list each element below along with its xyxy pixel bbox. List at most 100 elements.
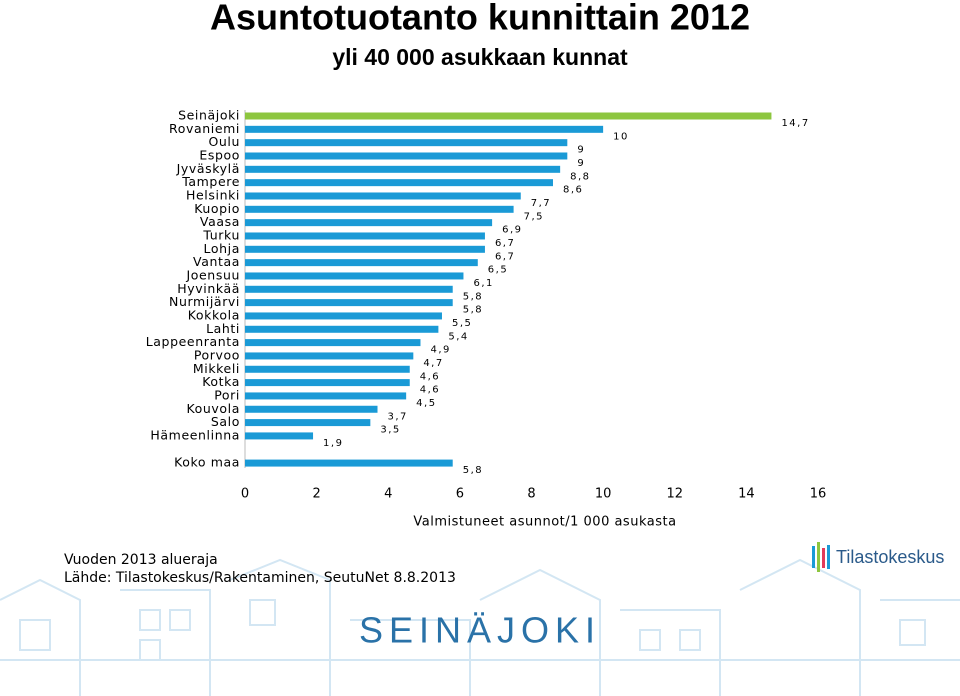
logo-mark xyxy=(827,545,830,569)
chart-title: Asuntotuotanto kunnittain 2012 xyxy=(210,0,750,38)
value-label: 3,5 xyxy=(380,425,400,436)
x-tick-label: 8 xyxy=(527,487,535,502)
category-label: Lappeenranta xyxy=(146,334,240,349)
chart-subtitle: yli 40 000 asukkaan kunnat xyxy=(332,44,628,70)
bar xyxy=(245,205,514,213)
value-label: 6,1 xyxy=(473,278,493,289)
x-tick-label: 6 xyxy=(456,487,464,502)
bar xyxy=(245,232,485,240)
category-label: Vaasa xyxy=(200,214,240,229)
value-label: 14,7 xyxy=(781,118,809,129)
category-label: Joensuu xyxy=(185,267,240,282)
background-sketch xyxy=(0,558,960,696)
category-label: Helsinki xyxy=(186,187,240,202)
value-label: 5,5 xyxy=(452,318,472,329)
category-label: Porvoo xyxy=(194,347,240,362)
value-label: 5,4 xyxy=(448,331,468,342)
category-label: Lohja xyxy=(204,241,240,256)
bar xyxy=(245,405,378,413)
category-label: Hyvinkää xyxy=(177,281,240,296)
value-label: 8,6 xyxy=(563,185,583,196)
bar xyxy=(245,299,453,307)
category-label: Mikkeli xyxy=(193,361,240,376)
bar xyxy=(245,339,421,347)
x-tick-label: 0 xyxy=(241,487,249,502)
category-label: Lahti xyxy=(206,321,240,336)
bar xyxy=(245,245,485,253)
bar xyxy=(245,432,314,440)
category-label: Kuopio xyxy=(194,201,240,216)
value-label: 7,7 xyxy=(531,198,551,209)
category-label: Pori xyxy=(214,387,240,402)
bar xyxy=(245,219,493,227)
bar xyxy=(245,352,414,360)
x-tick-label: 4 xyxy=(384,487,392,502)
value-label: 3,7 xyxy=(388,411,408,422)
category-label: Kokkola xyxy=(188,307,240,322)
x-tick-label: 14 xyxy=(738,487,755,502)
bar xyxy=(245,392,407,400)
x-axis-label: Valmistuneet asunnot/1 000 asukasta xyxy=(413,515,676,530)
value-label: 5,8 xyxy=(463,291,483,302)
value-label: 9 xyxy=(577,145,585,156)
bar xyxy=(245,112,772,120)
category-label: Jyväskylä xyxy=(176,161,240,176)
bar xyxy=(245,419,371,427)
source: Lähde: Tilastokeskus/Rakentaminen, Seutu… xyxy=(64,570,456,586)
bar xyxy=(245,459,453,467)
bar xyxy=(245,139,568,147)
x-tick-label: 10 xyxy=(595,487,612,502)
category-label: Oulu xyxy=(208,134,240,149)
bar xyxy=(245,259,478,267)
value-label: 6,5 xyxy=(488,265,508,276)
bar xyxy=(245,365,410,373)
x-tick-label: 16 xyxy=(810,487,827,502)
bar xyxy=(245,152,568,160)
value-label: 6,7 xyxy=(495,251,515,262)
logo-mark xyxy=(817,542,820,572)
category-label: Seinäjoki xyxy=(178,108,240,123)
category-label: Kotka xyxy=(202,374,240,389)
value-label: 4,6 xyxy=(420,371,440,382)
note: Vuoden 2013 alueraja xyxy=(64,552,218,568)
value-label: 4,7 xyxy=(423,358,443,369)
value-label: 5,8 xyxy=(463,465,483,476)
category-label: Hämeenlinna xyxy=(150,427,240,442)
category-label: Koko maa xyxy=(174,455,240,470)
category-label: Kouvola xyxy=(186,401,240,416)
bar xyxy=(245,272,464,280)
value-label: 8,8 xyxy=(570,171,590,182)
category-label: Nurmijärvi xyxy=(169,294,240,309)
category-label: Turku xyxy=(202,227,240,242)
category-label: Espoo xyxy=(199,147,240,162)
category-label: Rovaniemi xyxy=(169,121,240,136)
bar xyxy=(245,179,553,187)
value-label: 5,8 xyxy=(463,305,483,316)
value-label: 4,5 xyxy=(416,398,436,409)
bar xyxy=(245,325,439,333)
bar xyxy=(245,165,561,173)
bar xyxy=(245,192,521,200)
x-tick-label: 12 xyxy=(666,487,683,502)
city-banner: SEINÄJOKI xyxy=(359,610,601,651)
logo-text: Tilastokeskus xyxy=(836,547,944,567)
value-label: 6,7 xyxy=(495,238,515,249)
value-label: 1,9 xyxy=(323,438,343,449)
value-label: 9 xyxy=(577,158,585,169)
category-label: Salo xyxy=(211,414,240,429)
category-label: Vantaa xyxy=(193,254,240,269)
value-label: 7,5 xyxy=(524,211,544,222)
value-label: 4,9 xyxy=(430,345,450,356)
bar xyxy=(245,285,453,293)
logo-mark xyxy=(812,546,815,568)
bar xyxy=(245,312,442,320)
logo: Tilastokeskus xyxy=(812,542,944,572)
value-label: 6,9 xyxy=(502,225,522,236)
value-label: 4,6 xyxy=(420,385,440,396)
x-tick-label: 2 xyxy=(312,487,320,502)
category-label: Tampere xyxy=(181,174,240,189)
logo-mark xyxy=(822,548,825,568)
value-label: 10 xyxy=(613,131,629,142)
bar xyxy=(245,379,410,387)
